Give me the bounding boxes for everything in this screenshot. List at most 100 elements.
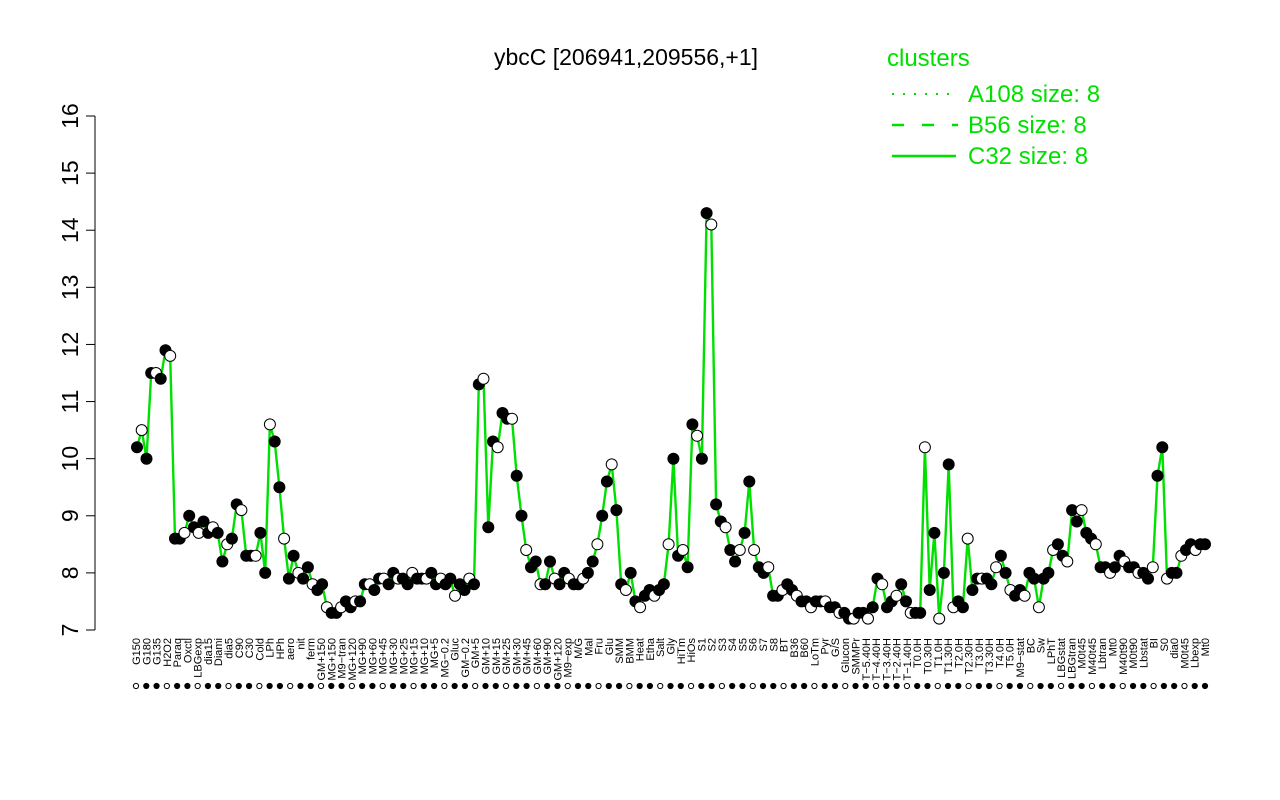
x-tick-mark — [194, 682, 201, 690]
x-tick-mark — [1181, 682, 1188, 690]
x-tick-mark — [687, 682, 695, 690]
x-tick-mark — [739, 682, 746, 690]
data-point — [966, 584, 979, 596]
x-tick-label: MG+60 — [367, 638, 379, 674]
x-tick-label: SMM — [614, 638, 626, 664]
data-point — [131, 441, 143, 454]
data-point — [553, 578, 566, 591]
data-point — [710, 498, 723, 511]
data-point — [686, 418, 699, 431]
y-tick-label: 8 — [57, 566, 83, 579]
data-point — [287, 549, 300, 562]
x-tick-label: S4 — [727, 638, 739, 651]
x-tick-label: BC — [1025, 638, 1037, 653]
x-tick-label: M40t90 — [1118, 638, 1130, 675]
x-tick-label: GM+120 — [552, 638, 564, 681]
data-point — [1032, 601, 1045, 614]
x-tick-mark — [842, 682, 849, 690]
x-tick-label: T3.30H — [984, 638, 996, 674]
x-tick-label: LBGstat — [1056, 638, 1068, 678]
data-point — [748, 544, 761, 556]
x-tick-mark — [780, 682, 787, 690]
data-point — [719, 521, 732, 534]
x-tick-label: M9−exp — [563, 638, 575, 677]
data-point — [610, 504, 623, 517]
x-tick-label: T−4.40H — [871, 638, 883, 681]
data-point — [1146, 561, 1159, 574]
x-tick-mark — [677, 682, 684, 690]
x-tick-label: Oxctl — [182, 638, 194, 663]
data-point — [354, 595, 367, 608]
x-tick-label: T−3.40H — [881, 638, 893, 681]
x-tick-mark — [143, 682, 150, 690]
x-tick-mark — [174, 682, 181, 690]
x-tick-mark — [605, 682, 612, 690]
x-tick-mark — [1191, 682, 1198, 690]
x-tick-label: Gluc — [450, 638, 462, 661]
x-tick-label: T−2.40H — [892, 638, 904, 681]
x-tick-label: BMM — [624, 638, 636, 664]
data-point — [923, 584, 936, 596]
data-point — [235, 504, 248, 517]
x-tick-label: Mt0 — [1107, 638, 1119, 656]
x-tick-mark — [924, 682, 931, 690]
x-tick-label: G/S — [830, 638, 842, 657]
x-tick-label: Diami — [213, 638, 225, 666]
x-tick-mark — [1160, 682, 1167, 690]
x-tick-mark — [1140, 682, 1147, 690]
data-point — [1199, 538, 1211, 551]
x-tick-label: GM−0.2 — [460, 638, 472, 677]
data-point — [600, 475, 613, 488]
y-tick-label: 14 — [57, 217, 83, 243]
data-point — [961, 532, 974, 545]
data-point — [178, 526, 191, 539]
data-point — [662, 538, 675, 551]
x-tick-mark — [729, 682, 736, 690]
data-point — [586, 555, 599, 568]
x-tick-label: MG+5 — [429, 638, 441, 668]
data-point — [482, 521, 495, 534]
x-tick-mark — [595, 682, 602, 690]
x-tick-label: LoTm — [809, 638, 821, 666]
x-tick-label: T2.0H — [953, 638, 965, 668]
x-tick-mark — [400, 682, 407, 690]
x-tick-label: C30 — [244, 638, 256, 658]
x-tick-mark — [914, 682, 921, 690]
legend-entry-label: B56 size: 8 — [968, 112, 1087, 139]
x-tick-label: MG+120 — [347, 638, 359, 681]
data-point — [468, 578, 480, 591]
data-point — [254, 526, 267, 539]
x-tick-mark — [297, 682, 304, 690]
x-tick-mark — [1078, 682, 1085, 690]
x-tick-mark — [852, 682, 859, 690]
data-point — [140, 452, 153, 465]
x-tick-mark — [1016, 682, 1024, 690]
x-tick-label: LPh — [265, 638, 277, 658]
x-tick-label: MG+10 — [419, 638, 431, 674]
data-point — [458, 584, 471, 596]
data-point — [866, 601, 879, 614]
x-tick-mark — [965, 682, 972, 690]
data-point — [705, 218, 718, 231]
data-point — [1170, 566, 1183, 579]
chart-title: ybcC [206941,209556,+1] — [494, 44, 758, 70]
data-point — [900, 595, 912, 608]
x-tick-label: T3.0H — [974, 638, 986, 668]
x-tick-mark — [718, 682, 725, 690]
x-tick-mark — [256, 682, 263, 690]
x-tick-mark — [698, 682, 705, 690]
legend-entry-label: A108 size: 8 — [968, 81, 1100, 108]
x-tick-mark — [1119, 682, 1126, 690]
x-tick-label: LBGtran — [1066, 638, 1078, 679]
x-tick-label: GM+45 — [522, 638, 534, 674]
x-tick-label: dia0 — [1169, 638, 1181, 659]
x-tick-label: Paraq — [172, 638, 184, 667]
data-point — [225, 532, 238, 545]
x-tick-label: Lbexp — [1190, 638, 1202, 668]
x-tick-mark — [1201, 682, 1209, 690]
x-tick-label: S2 — [707, 638, 719, 651]
x-tick-label: GM+10 — [480, 638, 492, 674]
x-tick-label: S7 — [758, 638, 770, 651]
data-point — [444, 572, 457, 585]
data-point — [249, 549, 262, 562]
